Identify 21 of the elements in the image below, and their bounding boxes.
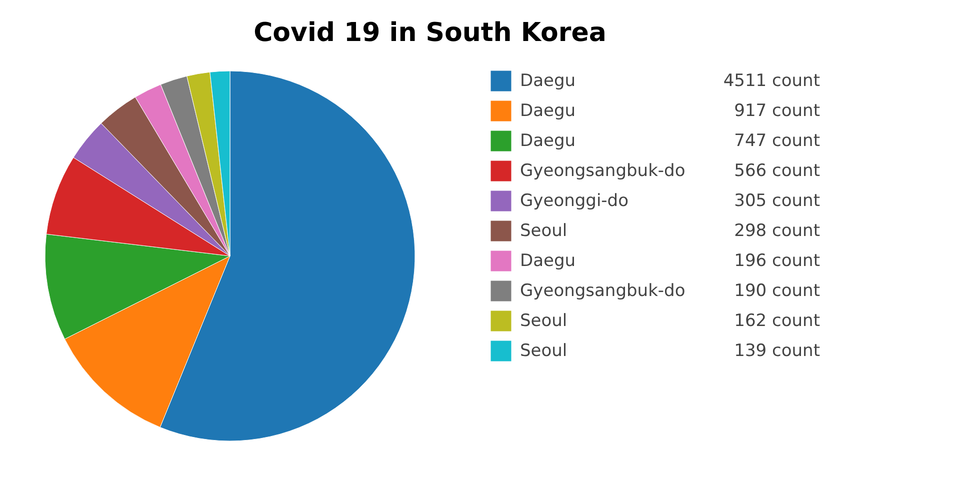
- legend-label: Gyeongsangbuk-do: [520, 281, 686, 301]
- legend-label: Daegu: [520, 131, 576, 151]
- legend-label: Seoul: [520, 311, 568, 331]
- data-label: 162 count: [734, 311, 820, 331]
- legend-label: Daegu: [520, 71, 576, 91]
- legend-label: Gyeonggi-do: [520, 191, 628, 211]
- data-label: 747 count: [734, 131, 820, 151]
- legend-label: Daegu: [520, 101, 576, 121]
- legend-label: Daegu: [520, 251, 576, 271]
- data-label: 305 count: [734, 191, 820, 211]
- data-label: 4511 count: [723, 71, 820, 91]
- data-label: 566 count: [734, 161, 820, 181]
- data-label: 190 count: [734, 281, 820, 301]
- legend-label: Gyeongsangbuk-do: [520, 161, 686, 181]
- data-label: 298 count: [734, 221, 820, 241]
- chart-title: Covid 19 in South Korea: [254, 18, 606, 48]
- legend-label: Seoul: [520, 221, 568, 241]
- legend-label: Seoul: [520, 341, 568, 361]
- data-label: 196 count: [734, 251, 820, 271]
- data-label: 917 count: [734, 101, 820, 121]
- data-label: 139 count: [734, 341, 820, 361]
